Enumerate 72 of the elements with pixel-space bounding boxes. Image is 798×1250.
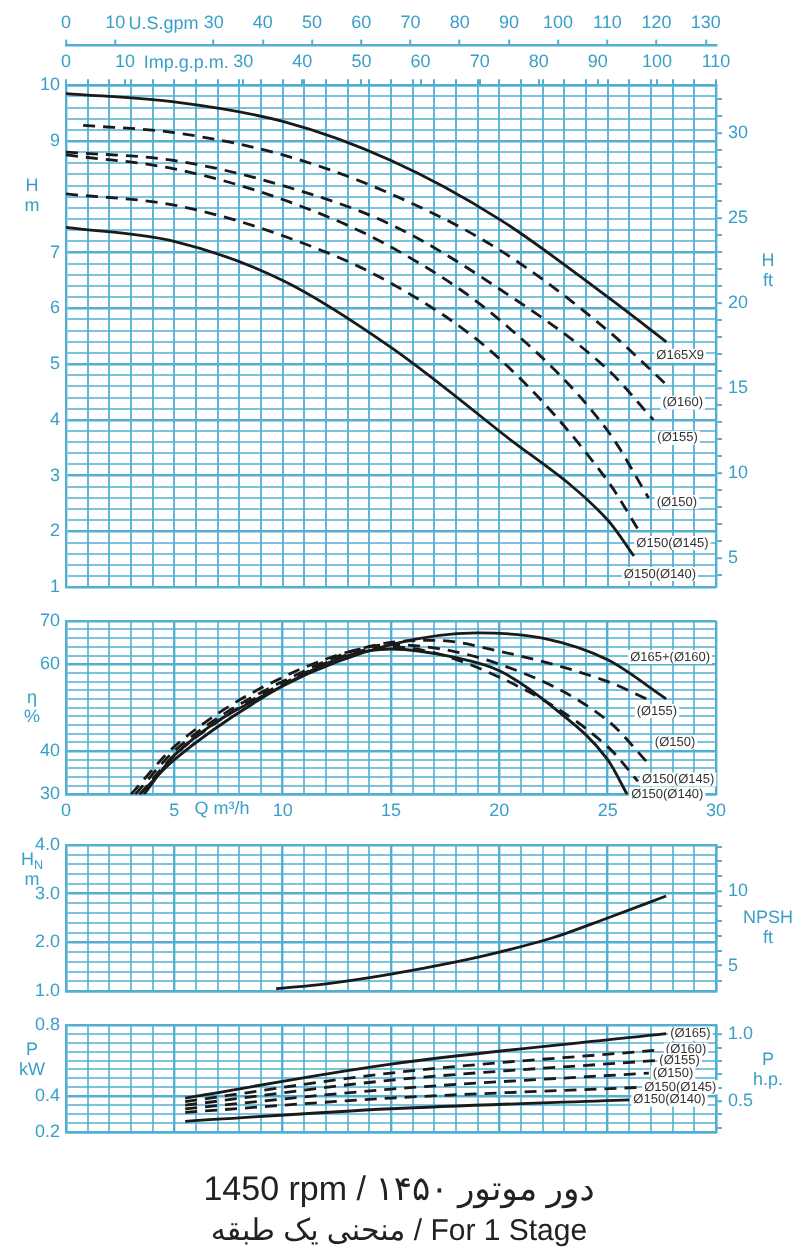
- y-tick-label: 1: [49, 576, 60, 597]
- y-tick-label: 60: [39, 653, 60, 674]
- y2-tick-label: 1.0: [728, 1023, 754, 1044]
- y2-tick-label: 10: [728, 880, 749, 901]
- y-tick-label: 7: [49, 241, 60, 262]
- y-axis-title: H m: [24, 174, 40, 215]
- x2-tick-label: 60: [351, 11, 372, 32]
- x-axis-title: Q m³/h: [194, 798, 250, 819]
- x-tick-label: 5: [169, 800, 180, 821]
- y-tick-label: 2.0: [34, 931, 60, 952]
- x-tick-label: 0: [60, 800, 72, 821]
- y2-tick-label: 0.5: [728, 1090, 754, 1111]
- x-tick-label: 20: [489, 800, 510, 821]
- y-tick-label: 3: [49, 464, 60, 485]
- y-tick-label: 30: [39, 783, 60, 804]
- x-tick-label: 0: [60, 51, 72, 72]
- y2-tick-label: 5: [728, 546, 739, 567]
- x-tick-label: 80: [528, 51, 549, 72]
- x2-tick-label: 10: [105, 11, 126, 32]
- text: 1450 rpm / دور موتور ۱۴۵۰: [201, 1168, 597, 1212]
- y2-tick-label: 20: [728, 291, 749, 312]
- x2-tick-label: 90: [498, 11, 519, 32]
- y-tick-label: 9: [49, 129, 60, 150]
- y-tick-label: 5: [49, 353, 60, 374]
- y-tick-label: 2: [49, 520, 60, 541]
- x-tick-label: 25: [597, 800, 618, 821]
- x-tick-label: 10: [272, 800, 293, 821]
- y2-tick-label: 5: [728, 954, 739, 975]
- x-tick-label: 10: [115, 51, 136, 72]
- x2-axis-title: U.S.gpm: [128, 12, 199, 33]
- y-tick-label: 4: [49, 408, 60, 429]
- y-tick-label: 6: [49, 297, 60, 318]
- x2-tick-label: 40: [252, 11, 273, 32]
- x2-tick-label: 80: [449, 11, 470, 32]
- x2-tick-label: 50: [302, 11, 323, 32]
- y2-tick-label: 25: [728, 206, 749, 227]
- x2-tick-label: 30: [203, 11, 224, 32]
- x2-tick-label: 120: [641, 11, 672, 32]
- y-tick-label: 70: [39, 609, 60, 630]
- y2-tick-label: 10: [728, 461, 749, 482]
- x2-tick-label: 130: [690, 11, 721, 32]
- y-tick-label: 4.0: [34, 833, 60, 854]
- y2-tick-label: 30: [728, 121, 749, 142]
- y2-tick-label: 15: [728, 376, 749, 397]
- y-tick-label: 3.0: [34, 882, 60, 903]
- y2-axis-title: NPSH ft: [743, 907, 794, 948]
- x-axis-title: Imp.g.p.m.: [143, 52, 229, 73]
- y-tick-label: 0.4: [34, 1085, 60, 1106]
- x-tick-label: 110: [701, 51, 731, 72]
- text: منحنی یک طبقه / For 1 Stage: [208, 1212, 590, 1250]
- y-tick-label: 0.8: [34, 1013, 60, 1034]
- x-tick-label: 50: [351, 51, 372, 72]
- y-tick-label: 10: [39, 74, 60, 95]
- x-tick-label: 40: [292, 51, 313, 72]
- x-tick-label: 60: [410, 51, 431, 72]
- y-tick-label: 40: [39, 739, 60, 760]
- x-tick-label: 90: [587, 51, 608, 72]
- x-tick-label: 100: [641, 51, 672, 72]
- y2-axis-title: H ft: [761, 250, 775, 290]
- y-axis-title: η %: [24, 686, 41, 727]
- x-tick-label: 70: [469, 51, 490, 72]
- y2-axis-title: P h.p.: [752, 1048, 784, 1089]
- x2-tick-label: 0: [60, 11, 72, 32]
- y-tick-label: 0.2: [34, 1120, 60, 1141]
- y-axis-title: P kW: [19, 1039, 47, 1080]
- x2-tick-label: 100: [543, 11, 574, 32]
- x-tick-label: 15: [380, 800, 402, 821]
- x2-tick-label: 70: [400, 11, 421, 32]
- x2-tick-label: 110: [592, 11, 622, 32]
- x-tick-label: 30: [233, 51, 254, 72]
- x-tick-label: 30: [705, 800, 727, 821]
- y-tick-label: 1.0: [34, 980, 60, 1001]
